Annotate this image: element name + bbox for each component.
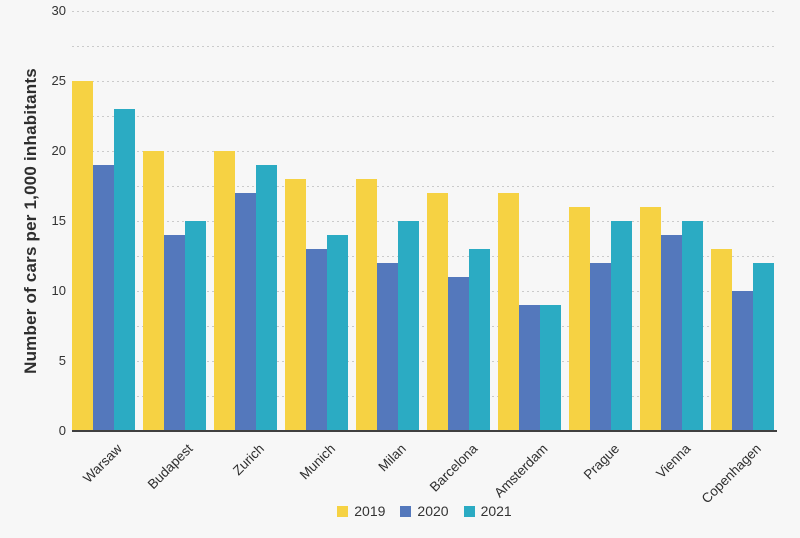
y-tick-label: 5 <box>58 353 66 368</box>
bar-barcelona-2021[interactable] <box>469 249 490 431</box>
gridline <box>72 291 777 292</box>
legend-item-2020[interactable]: 2020 <box>400 503 449 519</box>
legend-swatch-2021 <box>463 505 475 517</box>
legend-item-2021[interactable]: 2021 <box>463 503 512 519</box>
bar-copenhagen-2019[interactable] <box>711 249 732 431</box>
bar-amsterdam-2021[interactable] <box>540 305 561 431</box>
bar-group-copenhagen <box>711 11 774 431</box>
bar-munich-2021[interactable] <box>327 235 348 431</box>
x-axis-line <box>72 430 777 432</box>
y-tick-label: 20 <box>51 143 66 158</box>
x-label-prague: Prague <box>580 441 623 483</box>
bar-vienna-2020[interactable] <box>661 235 682 431</box>
bar-group-warsaw <box>72 11 135 431</box>
plot-area <box>72 11 777 432</box>
gridline <box>72 151 777 152</box>
x-label-copenhagen: Copenhagen <box>698 441 765 507</box>
bar-warsaw-2021[interactable] <box>114 109 135 431</box>
bar-group-zurich <box>214 11 277 431</box>
legend: 2019 2020 2021 <box>72 504 777 518</box>
gridline <box>72 221 777 222</box>
legend-item-2019[interactable]: 2019 <box>337 504 385 518</box>
bar-group-prague <box>569 11 632 431</box>
bar-vienna-2021[interactable] <box>682 221 703 431</box>
gridline <box>72 326 777 327</box>
x-label-barcelona: Barcelona <box>426 441 481 495</box>
bar-prague-2019[interactable] <box>569 207 590 431</box>
x-label-munich: Munich <box>296 441 339 483</box>
bar-barcelona-2020[interactable] <box>448 277 469 431</box>
bar-group-barcelona <box>427 11 490 431</box>
legend-label: 2021 <box>480 503 512 519</box>
bar-budapest-2020[interactable] <box>164 235 185 431</box>
x-label-vienna: Vienna <box>652 441 694 482</box>
gridline <box>72 361 777 362</box>
bar-group-amsterdam <box>498 11 561 431</box>
x-label-zurich: Zurich <box>229 441 268 479</box>
gridline <box>72 186 777 187</box>
x-label-warsaw: Warsaw <box>80 441 126 486</box>
bar-prague-2020[interactable] <box>590 263 611 431</box>
bar-zurich-2021[interactable] <box>256 165 277 431</box>
y-tick-label: 15 <box>51 213 66 228</box>
bar-milan-2021[interactable] <box>398 221 419 431</box>
bar-munich-2019[interactable] <box>285 179 306 431</box>
x-axis-labels: Warsaw Budapest Zurich Munich Milan Barcelona… <box>72 431 777 506</box>
bar-group-milan <box>356 11 419 431</box>
gridline <box>72 81 777 82</box>
legend-swatch-2019 <box>337 505 349 517</box>
bar-prague-2021[interactable] <box>611 221 632 431</box>
gridline <box>72 396 777 397</box>
legend-swatch-2020 <box>400 505 412 517</box>
bar-zurich-2020[interactable] <box>235 193 256 431</box>
y-tick-label: 0 <box>58 423 66 438</box>
bar-milan-2019[interactable] <box>356 179 377 431</box>
legend-label: 2019 <box>354 503 386 519</box>
bar-warsaw-2020[interactable] <box>93 165 114 431</box>
x-label-budapest: Budapest <box>145 441 197 492</box>
x-label-amsterdam: Amsterdam <box>491 441 552 501</box>
bar-budapest-2019[interactable] <box>143 151 164 431</box>
bar-warsaw-2019[interactable] <box>72 81 93 431</box>
bar-group-munich <box>285 11 348 431</box>
y-tick-label: 25 <box>51 73 66 88</box>
gridline <box>72 256 777 257</box>
gridline <box>72 46 777 47</box>
bar-zurich-2019[interactable] <box>214 151 235 431</box>
bar-amsterdam-2019[interactable] <box>498 193 519 431</box>
y-tick-label: 30 <box>51 3 66 18</box>
bar-milan-2020[interactable] <box>377 263 398 431</box>
bar-budapest-2021[interactable] <box>185 221 206 431</box>
bar-copenhagen-2021[interactable] <box>753 263 774 431</box>
bar-barcelona-2019[interactable] <box>427 193 448 431</box>
bar-group-budapest <box>143 11 206 431</box>
bar-copenhagen-2020[interactable] <box>732 291 753 431</box>
y-tick-label: 10 <box>51 283 66 298</box>
gridline <box>72 116 777 117</box>
x-label-milan: Milan <box>375 441 410 475</box>
bar-amsterdam-2020[interactable] <box>519 305 540 431</box>
gridline <box>72 11 777 12</box>
bar-group-vienna <box>640 11 703 431</box>
bar-vienna-2019[interactable] <box>640 207 661 431</box>
bar-munich-2020[interactable] <box>306 249 327 431</box>
legend-label: 2020 <box>417 503 449 519</box>
